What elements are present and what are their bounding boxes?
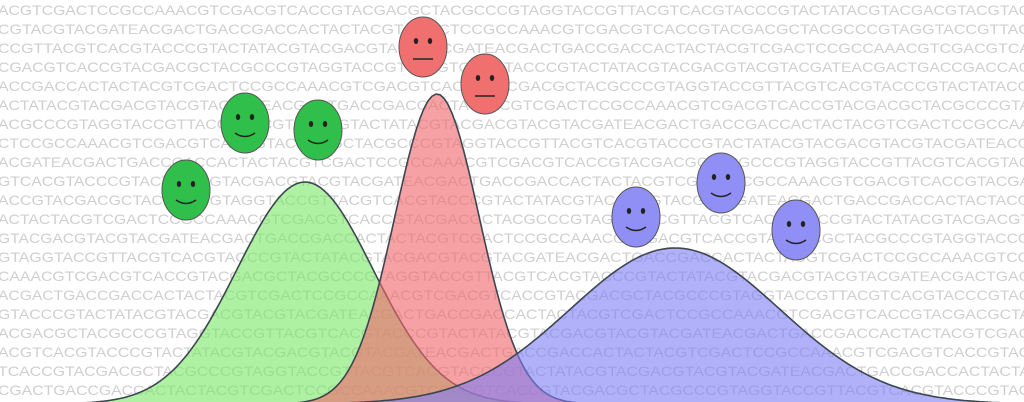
eye: [428, 38, 432, 44]
sequence-row: ACTATACGTACGACGTACGTACGATEACGACTGACCGACC…: [0, 97, 1024, 113]
sequence-row: CCGTTACGTCACGTACCCGTACTATACGTACGACGTACGT…: [0, 40, 1024, 56]
eye: [712, 174, 716, 180]
face: [162, 160, 210, 220]
eye: [787, 221, 791, 227]
sequence-row: CGTACGTACGATEACGACTGACCGACCACTACTACGTCGA…: [0, 21, 1024, 37]
sequence-row: CTCCGCCAAACGTCGACGTCACCGTACGACGCTACGCCCG…: [0, 135, 1024, 151]
eye: [191, 181, 195, 187]
sequence-row: ACCGTACGACGCTACGCCCGTAGGTACCGTTACGTCACGT…: [0, 192, 1024, 208]
face: [294, 100, 342, 160]
eye: [801, 221, 805, 227]
face: [399, 17, 447, 77]
sequence-row: ACGACTGACCGACCACTACTACGTCGACTCCGCCAAACGT…: [0, 287, 1024, 303]
eye: [236, 114, 240, 120]
sequence-row: CAAACGTCGACGTCACCGTACGACGCTACGCCCGTAGGTA…: [0, 268, 1024, 284]
sequence-row: ACTACTACGTCGACTCCGCCAAACGTCGACGTCACCGTAC…: [0, 211, 1024, 227]
eye: [641, 208, 645, 214]
sequence-background: ACGTCGACTCCGCCAAACGTCGACGTCACCGTACGACGCT…: [0, 2, 1024, 398]
eye: [309, 121, 313, 127]
sequence-row: GTCACGTACCCGTACTATACGTACGACGTACGTACGATEA…: [0, 173, 1024, 189]
eye: [250, 114, 254, 120]
eye: [323, 121, 327, 127]
sequence-row: GTAGGTACCGTTACGTCACGTACCCGTACTATACGTACGA…: [0, 249, 1024, 265]
illustration: ACGTCGACTCCGCCAAACGTCGACGTCACCGTACGACGCT…: [0, 0, 1024, 402]
page: ACGTCGACTCCGCCAAACGTCGACGTCACCGTACGACGCT…: [0, 0, 1024, 402]
face: [612, 187, 660, 247]
sequence-row: GTACCCGTACTATACGTACGACGTACGTACGATEACGACT…: [0, 306, 1024, 322]
face: [772, 200, 820, 260]
eye: [177, 181, 181, 187]
face: [697, 153, 745, 213]
sequence-row: ACCGACCACTACTACGTCGACTCCGCCAAACGTCGACGTC…: [0, 78, 1024, 94]
eye: [476, 75, 480, 81]
sequence-row: ACGATEACGACTGACCGACCACTACTACGTCGACTCCGCC…: [0, 154, 1024, 170]
eye: [726, 174, 730, 180]
face: [461, 54, 509, 114]
sequence-row: ACGTCGACTCCGCCAAACGTCGACGTCACCGTACGACGCT…: [0, 2, 1024, 18]
eye: [627, 208, 631, 214]
face: [221, 93, 269, 153]
sequence-row: GTACGACGTACGTACGATEACGACTGACCGACCACTACTA…: [0, 230, 1024, 246]
sequence-row: ACGACGCTACGCCCGTAGGTACCGTTACGTCACGTACCCG…: [0, 325, 1024, 341]
eye: [414, 38, 418, 44]
sequence-row: ACGCCCGTAGGTACCGTTACGTCACGTACCCGTACTATAC…: [0, 116, 1024, 132]
eye: [490, 75, 494, 81]
sequence-row: CGACGTCACCGTACGACGCTACGCCCGTAGGTACCGTTAC…: [0, 59, 1024, 75]
